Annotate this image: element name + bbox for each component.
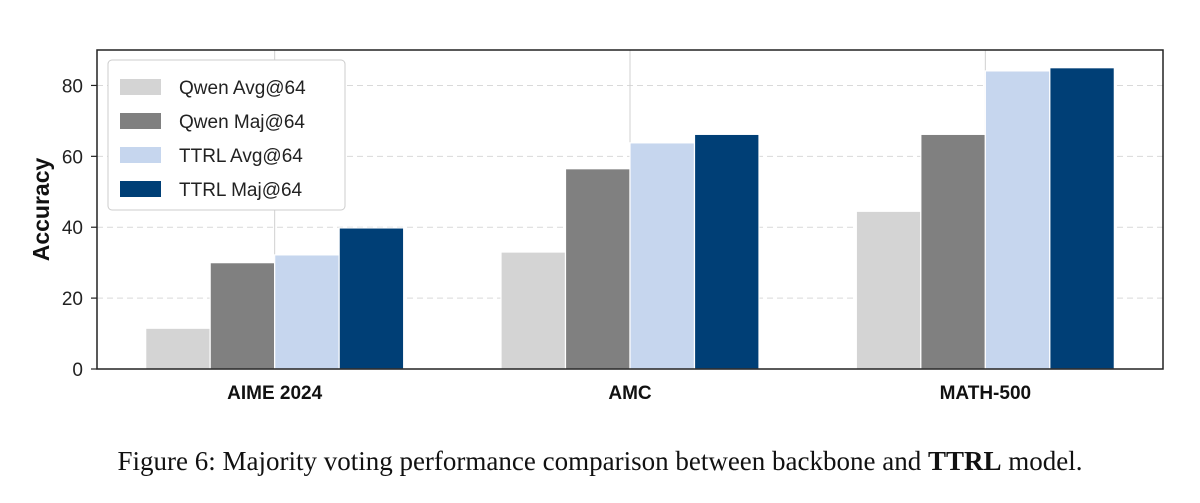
y-tick-label: 80 bbox=[62, 76, 83, 97]
y-axis-ticks: 0 20 40 60 80 bbox=[62, 76, 97, 381]
bar bbox=[984, 70, 1051, 370]
legend-label: TTRL Avg@64 bbox=[179, 146, 303, 167]
x-tick-label: AIME 2024 bbox=[227, 383, 322, 404]
caption-prefix: Figure 6: Majority voting performance co… bbox=[117, 446, 928, 476]
y-tick-label: 40 bbox=[62, 218, 83, 239]
bar bbox=[693, 133, 760, 370]
x-tick-label: AMC bbox=[608, 383, 652, 404]
bar bbox=[920, 133, 986, 370]
plot-frame bbox=[96, 49, 1164, 370]
legend-box bbox=[107, 59, 346, 211]
legend: Qwen Avg@64 Qwen Maj@64 TTRL Avg@64 TTRL Ma… bbox=[107, 59, 346, 211]
bar bbox=[500, 251, 567, 370]
legend-swatch bbox=[120, 147, 161, 163]
legend-swatch bbox=[120, 181, 161, 197]
bar bbox=[274, 254, 340, 370]
caption-bold: TTRL bbox=[927, 446, 1002, 476]
y-tick-label: 0 bbox=[72, 360, 83, 381]
legend-swatch bbox=[120, 79, 161, 95]
y-tick-label: 60 bbox=[62, 147, 83, 168]
y-tick-label: 20 bbox=[62, 289, 83, 310]
figure-caption: Figure 6: Majority voting performance co… bbox=[0, 446, 1200, 477]
y-axis-label: Accuracy bbox=[28, 158, 54, 262]
caption-suffix: model. bbox=[1001, 446, 1083, 476]
legend-label: Qwen Maj@64 bbox=[179, 112, 305, 133]
bar bbox=[1049, 67, 1115, 370]
x-tick-label: MATH-500 bbox=[940, 383, 1032, 404]
bar bbox=[338, 227, 405, 370]
legend-label: Qwen Avg@64 bbox=[179, 78, 306, 99]
bar bbox=[629, 142, 696, 370]
bars bbox=[145, 67, 1115, 370]
bar bbox=[564, 168, 631, 370]
bar bbox=[145, 327, 211, 370]
bar bbox=[855, 210, 922, 370]
x-axis-ticks: AIME 2024 AMC MATH-500 bbox=[227, 383, 1031, 404]
legend-swatch bbox=[120, 113, 161, 129]
legend-label: TTRL Maj@64 bbox=[179, 180, 303, 201]
bar bbox=[209, 262, 276, 370]
